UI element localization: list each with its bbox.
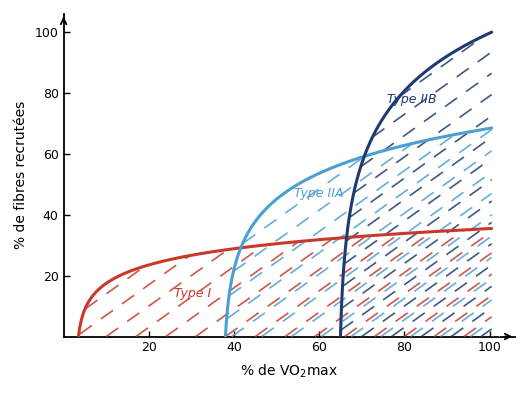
X-axis label: % de VO$_2$max: % de VO$_2$max bbox=[240, 363, 339, 380]
Y-axis label: % de fibres recrutées: % de fibres recrutées bbox=[14, 101, 28, 249]
Text: Type IIB: Type IIB bbox=[387, 93, 437, 106]
Text: Type IIA: Type IIA bbox=[294, 187, 343, 200]
Text: Type I: Type I bbox=[175, 287, 212, 300]
